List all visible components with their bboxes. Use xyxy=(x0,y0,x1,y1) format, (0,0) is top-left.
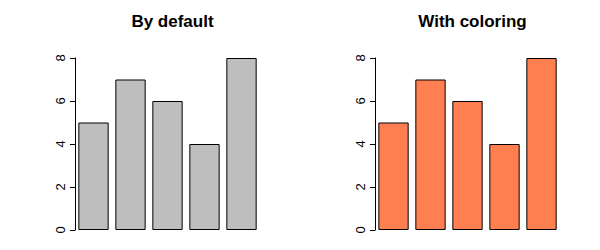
svg-text:0: 0 xyxy=(53,226,68,233)
svg-text:6: 6 xyxy=(353,97,368,104)
svg-text:With coloring: With coloring xyxy=(418,12,526,31)
svg-text:4: 4 xyxy=(53,140,68,147)
svg-text:0: 0 xyxy=(353,226,368,233)
svg-text:8: 8 xyxy=(53,54,68,61)
svg-text:By default: By default xyxy=(131,12,214,31)
svg-text:6: 6 xyxy=(53,97,68,104)
svg-text:4: 4 xyxy=(353,140,368,147)
svg-text:2: 2 xyxy=(353,183,368,190)
svg-text:2: 2 xyxy=(53,183,68,190)
svg-text:8: 8 xyxy=(353,54,368,61)
